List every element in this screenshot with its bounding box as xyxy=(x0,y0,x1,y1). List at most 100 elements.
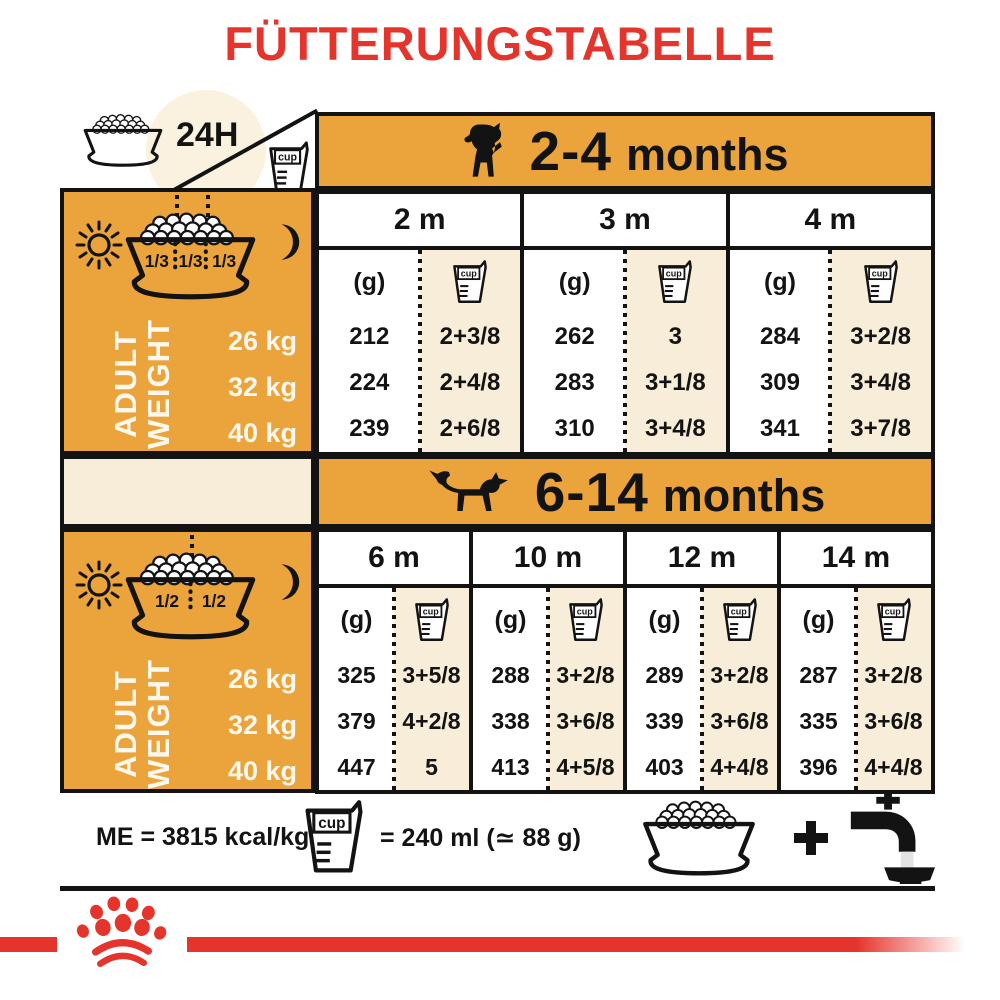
cups-value: 3 xyxy=(668,323,682,350)
svg-text:1/3: 1/3 xyxy=(212,251,236,271)
svg-text:1/2: 1/2 xyxy=(202,591,226,611)
cup-unit-icon-cell: cup xyxy=(394,588,469,652)
month-column: 14 m (g) 287 335 396 cup 3+2/8 3+6/8 4+4… xyxy=(781,532,931,790)
measuring-cup-icon: cup xyxy=(568,598,603,641)
page-title: FÜTTERUNGSTABELLE xyxy=(224,17,776,70)
cups-value: 5 xyxy=(425,753,438,780)
age-range-label: 6-14 months xyxy=(535,460,826,524)
meal-split-panel-6-14: 1/2 1/2 ADULT WEIGHT 26 kg 32 kg 40 kg xyxy=(60,528,315,793)
grams-value: 338 xyxy=(491,707,530,734)
month-column: 2 m (g) 212 224 239 cup 2+3/8 2+4/8 2+6/… xyxy=(319,194,525,452)
month-column: 6 m (g) 325 379 447 cup 3+5/8 4+2/8 5 xyxy=(319,532,473,790)
month-values: (g) 288 338 413 cup 3+2/8 3+6/8 4+5/8 xyxy=(473,588,623,790)
measuring-cup-icon: cup xyxy=(302,798,366,876)
grams-value: 413 xyxy=(491,753,530,780)
cups-value: 2+4/8 xyxy=(439,369,501,396)
grams-value: 309 xyxy=(759,369,800,396)
svg-text:cup: cup xyxy=(666,269,683,279)
grams-unit-label: (g) xyxy=(353,267,386,296)
grams-value: 403 xyxy=(645,753,684,780)
weight-row: 40 kg xyxy=(227,755,297,786)
cups-value: 3+4/8 xyxy=(850,369,911,396)
month-values: (g) 284 309 341 cup 3+2/8 3+4/8 3+7/8 xyxy=(729,250,931,452)
grams-value: 284 xyxy=(759,323,800,350)
metabolizable-energy-label: ME = 3815 kcal/kg xyxy=(96,823,310,851)
grams-unit-label: (g) xyxy=(494,605,527,634)
cups-value: 3+6/8 xyxy=(556,707,615,734)
svg-text:cup: cup xyxy=(461,269,478,279)
measuring-cup-icon: cup xyxy=(453,260,487,303)
month-column: 10 m (g) 288 338 413 cup 3+2/8 3+6/8 4+5… xyxy=(473,532,627,790)
footer-divider-line xyxy=(60,886,935,891)
svg-text:cup: cup xyxy=(871,269,888,279)
month-values: (g) 289 339 403 cup 3+2/8 3+6/8 4+4/8 xyxy=(627,588,777,790)
footer-legend: ME = 3815 kcal/kg cup = 240 ml (≃ 88 g) xyxy=(60,791,936,885)
weight-rows: 26 kg 32 kg 40 kg xyxy=(228,318,297,456)
measuring-cup-icon: cup xyxy=(876,598,911,641)
cups-half: cup 3 3+1/8 3+4/8 xyxy=(622,250,726,452)
month-values: (g) 325 379 447 cup 3+5/8 4+2/8 5 xyxy=(319,588,469,790)
grams-half: (g) 289 339 403 xyxy=(627,588,702,790)
grams-unit-label: (g) xyxy=(764,267,796,296)
cups-value: 4+2/8 xyxy=(402,707,461,734)
cups-value: 4+5/8 xyxy=(556,753,615,780)
moon-icon xyxy=(281,564,300,600)
month-header: 2 m xyxy=(319,194,521,250)
svg-text:cup: cup xyxy=(576,607,593,617)
measuring-cup-icon: cup xyxy=(722,598,757,641)
cup-unit-icon-cell: cup xyxy=(420,250,521,314)
cups-half: cup 3+2/8 3+6/8 4+4/8 xyxy=(700,588,777,790)
cup-equivalence-label: = 240 ml (≃ 88 g) xyxy=(380,824,581,852)
grams-half: (g) 325 379 447 xyxy=(319,588,394,790)
svg-text:cup: cup xyxy=(318,815,345,832)
grams-half: (g) 262 283 310 xyxy=(524,250,625,452)
adult-weight-label: ADULT WEIGHT xyxy=(108,659,176,789)
cups-value: 2+3/8 xyxy=(439,323,501,350)
svg-text:cup: cup xyxy=(884,607,901,617)
month-header: 14 m xyxy=(781,532,931,588)
kibble-bowl-halves-icon: 1/2 1/2 xyxy=(114,552,267,648)
grams-value: 262 xyxy=(554,323,595,350)
grams-value: 396 xyxy=(799,753,838,780)
svg-text:cup: cup xyxy=(422,607,439,617)
cups-value: 2+6/8 xyxy=(439,415,501,442)
month-column: 12 m (g) 289 339 403 cup 3+2/8 3+6/8 4+4… xyxy=(627,532,781,790)
daily-ration-legend: 24H xyxy=(76,106,306,176)
adult-dog-icon xyxy=(428,469,508,511)
month-header: 12 m xyxy=(627,532,777,588)
cups-value: 4+4/8 xyxy=(710,753,769,780)
svg-text:1/2: 1/2 xyxy=(155,591,179,611)
grams-value: 212 xyxy=(349,323,390,350)
meal-split-panel-2-4: 1/3 1/3 1/3 ADULT WEIGHT 26 kg 32 kg 40 … xyxy=(60,188,315,455)
month-column: 3 m (g) 262 283 310 cup 3 3+1/8 3+4/8 xyxy=(524,194,730,452)
month-header: 6 m xyxy=(319,532,469,588)
grams-value: 310 xyxy=(554,415,595,442)
spacer-cell xyxy=(60,455,315,528)
age-range-numbers: 6-14 xyxy=(534,460,649,523)
age-range-unit: months xyxy=(626,129,789,180)
grams-value: 335 xyxy=(799,707,838,734)
weight-row: 32 kg xyxy=(227,371,297,402)
grams-value: 239 xyxy=(349,415,390,442)
measuring-cup-icon: cup xyxy=(658,260,693,303)
grams-value: 447 xyxy=(337,753,376,780)
cups-half: cup 3+2/8 3+6/8 4+5/8 xyxy=(546,588,623,790)
cup-unit-icon-cell: cup xyxy=(625,250,726,314)
portion-divider-dots xyxy=(206,195,210,237)
month-header: 4 m xyxy=(729,194,931,250)
month-values: (g) 212 224 239 cup 2+3/8 2+4/8 2+6/8 xyxy=(319,250,521,452)
weight-row: 32 kg xyxy=(227,709,297,740)
month-header: 3 m xyxy=(524,194,726,250)
measuring-cup-icon: cup xyxy=(863,260,898,303)
grams-half: (g) 212 224 239 xyxy=(319,250,420,452)
brand-ribbon xyxy=(187,937,965,952)
kibble-bowl-icon xyxy=(620,800,778,883)
cups-half: cup 3+2/8 3+6/8 4+4/8 xyxy=(854,588,931,790)
month-header: 10 m xyxy=(473,532,623,588)
svg-text:1/3: 1/3 xyxy=(178,251,202,271)
cups-value: 4+4/8 xyxy=(864,753,923,780)
cups-value: 3+4/8 xyxy=(644,415,706,442)
grams-value: 224 xyxy=(349,369,390,396)
cups-value: 3+2/8 xyxy=(556,661,615,688)
